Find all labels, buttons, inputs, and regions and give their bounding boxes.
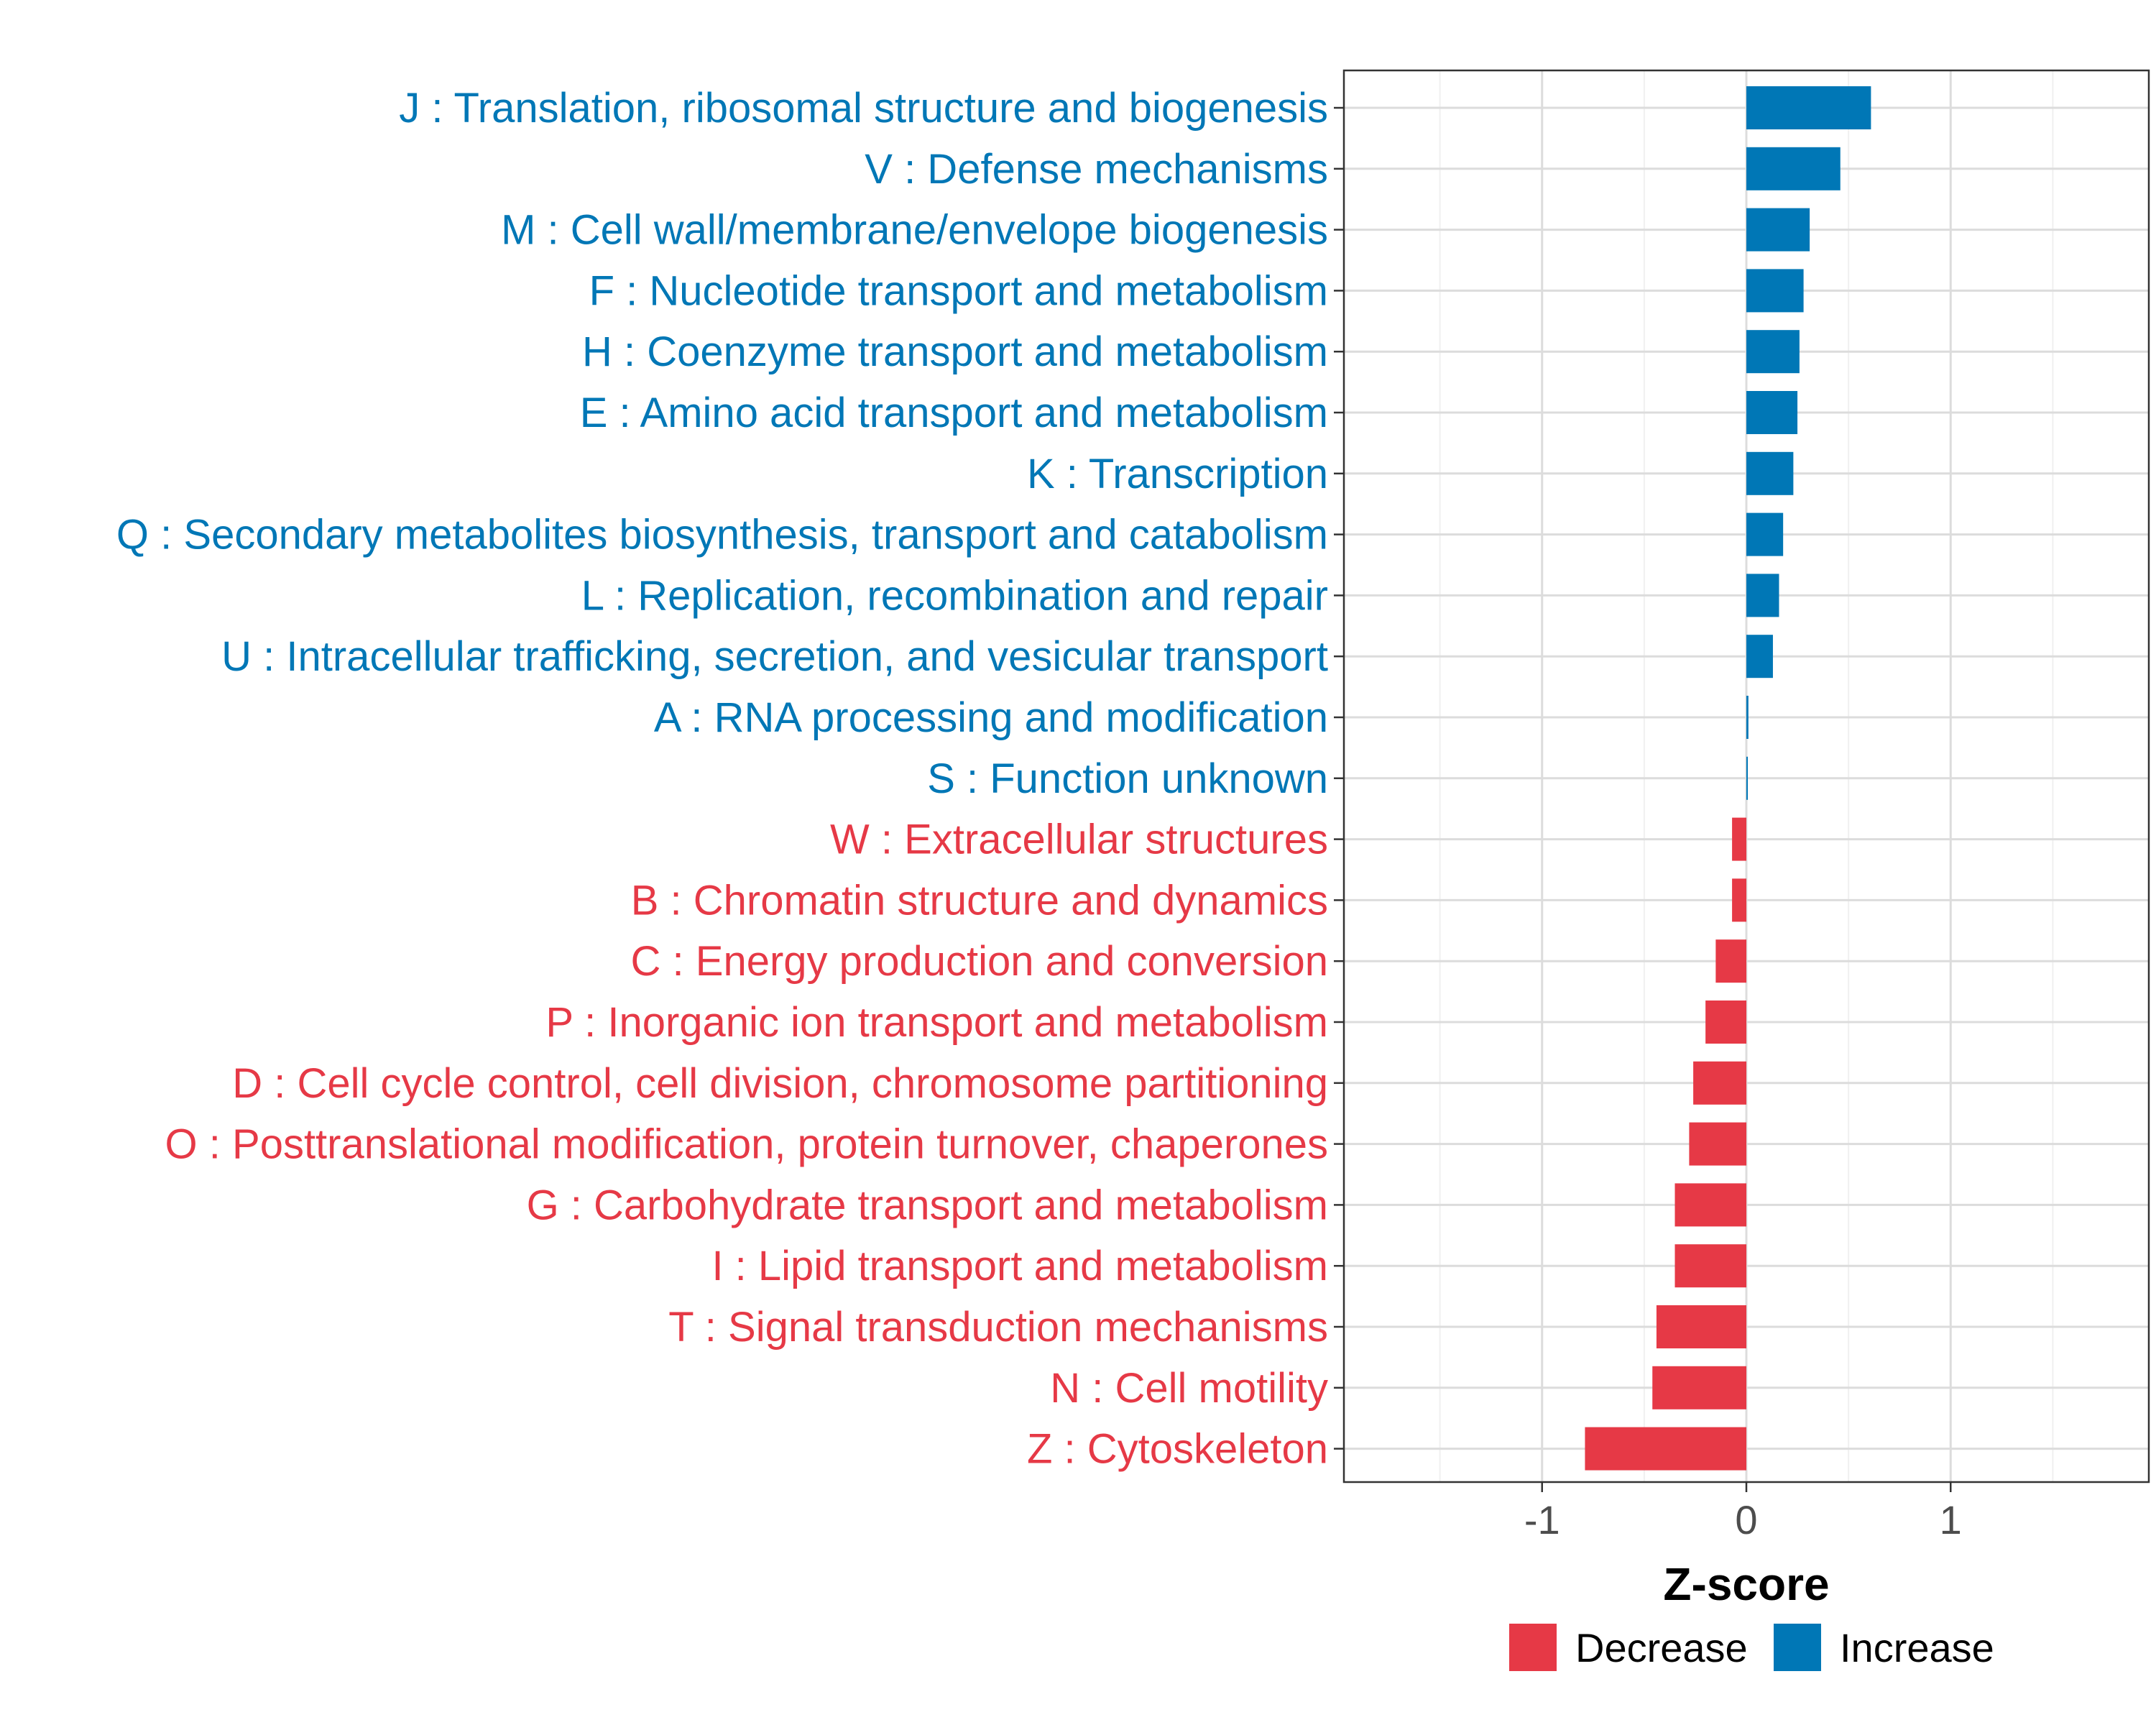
y-axis-category-labels: J : Translation, ribosomal structure and… bbox=[116, 85, 1328, 1473]
bar bbox=[1746, 512, 1784, 556]
y-tick-label: V : Defense mechanisms bbox=[865, 146, 1328, 193]
x-axis-tick-labels: -1 0 1 bbox=[1524, 1497, 1962, 1542]
bar bbox=[1715, 939, 1746, 983]
bars bbox=[1585, 86, 1871, 1471]
bar bbox=[1693, 1061, 1746, 1105]
bar bbox=[1656, 1305, 1746, 1348]
bar bbox=[1746, 451, 1794, 495]
y-tick-label: F : Nucleotide transport and metabolism bbox=[589, 267, 1328, 314]
y-tick-label: W : Extracellular structures bbox=[830, 816, 1328, 863]
bar bbox=[1746, 756, 1748, 800]
y-tick-label: U : Intracellular trafficking, secretion… bbox=[221, 633, 1328, 680]
y-tick-label: A : RNA processing and modification bbox=[654, 694, 1328, 741]
y-tick-label: T : Signal transduction mechanisms bbox=[668, 1304, 1328, 1351]
bar bbox=[1732, 817, 1746, 861]
legend: Decrease Increase bbox=[1509, 1624, 1994, 1671]
bar bbox=[1652, 1366, 1746, 1409]
x-tick-label: 0 bbox=[1735, 1497, 1757, 1542]
bar bbox=[1746, 391, 1798, 434]
bar bbox=[1732, 878, 1746, 922]
y-tick-label: J : Translation, ribosomal structure and… bbox=[399, 85, 1328, 132]
y-tick-label: Q : Secondary metabolites biosynthesis, … bbox=[116, 512, 1328, 558]
bar bbox=[1674, 1244, 1746, 1288]
bar bbox=[1746, 147, 1841, 190]
y-tick-label: I : Lipid transport and metabolism bbox=[711, 1243, 1328, 1289]
bar bbox=[1674, 1183, 1746, 1227]
bar bbox=[1746, 696, 1749, 739]
x-tick-label: -1 bbox=[1524, 1497, 1560, 1542]
y-tick-label: B : Chromatin structure and dynamics bbox=[631, 877, 1328, 924]
y-tick-label: S : Function unknown bbox=[927, 755, 1328, 802]
legend-swatch bbox=[1774, 1624, 1821, 1671]
bar bbox=[1746, 330, 1800, 374]
bar bbox=[1746, 208, 1810, 252]
y-tick-label: Z : Cytoskeleton bbox=[1027, 1426, 1328, 1473]
x-axis-ticks bbox=[1541, 1482, 1952, 1492]
y-axis-ticks bbox=[1334, 106, 1344, 1450]
legend-label: Decrease bbox=[1575, 1625, 1748, 1670]
bar bbox=[1705, 1000, 1746, 1044]
y-tick-label: D : Cell cycle control, cell division, c… bbox=[232, 1060, 1328, 1107]
y-tick-label: N : Cell motility bbox=[1050, 1365, 1328, 1412]
y-tick-label: C : Energy production and conversion bbox=[631, 938, 1328, 985]
legend-label: Increase bbox=[1840, 1625, 1994, 1670]
y-tick-label: O : Posttranslational modification, prot… bbox=[165, 1121, 1328, 1168]
y-tick-label: M : Cell wall/membrane/envelope biogenes… bbox=[501, 207, 1328, 254]
bar bbox=[1746, 635, 1773, 678]
y-tick-label: G : Carbohydrate transport and metabolis… bbox=[527, 1182, 1328, 1228]
bar bbox=[1689, 1122, 1746, 1166]
bar bbox=[1746, 86, 1871, 129]
bar bbox=[1585, 1427, 1746, 1471]
bar bbox=[1746, 574, 1779, 617]
x-tick-label: 1 bbox=[1940, 1497, 1962, 1542]
legend-swatch bbox=[1509, 1624, 1557, 1671]
x-axis-title: Z-score bbox=[1663, 1558, 1829, 1610]
y-tick-label: H : Coenzyme transport and metabolism bbox=[582, 328, 1328, 375]
y-tick-label: P : Inorganic ion transport and metaboli… bbox=[545, 999, 1328, 1046]
y-tick-label: L : Replication, recombination and repai… bbox=[581, 572, 1328, 619]
y-tick-label: K : Transcription bbox=[1027, 451, 1328, 497]
bar bbox=[1746, 269, 1804, 313]
y-tick-label: E : Amino acid transport and metabolism bbox=[580, 390, 1328, 436]
